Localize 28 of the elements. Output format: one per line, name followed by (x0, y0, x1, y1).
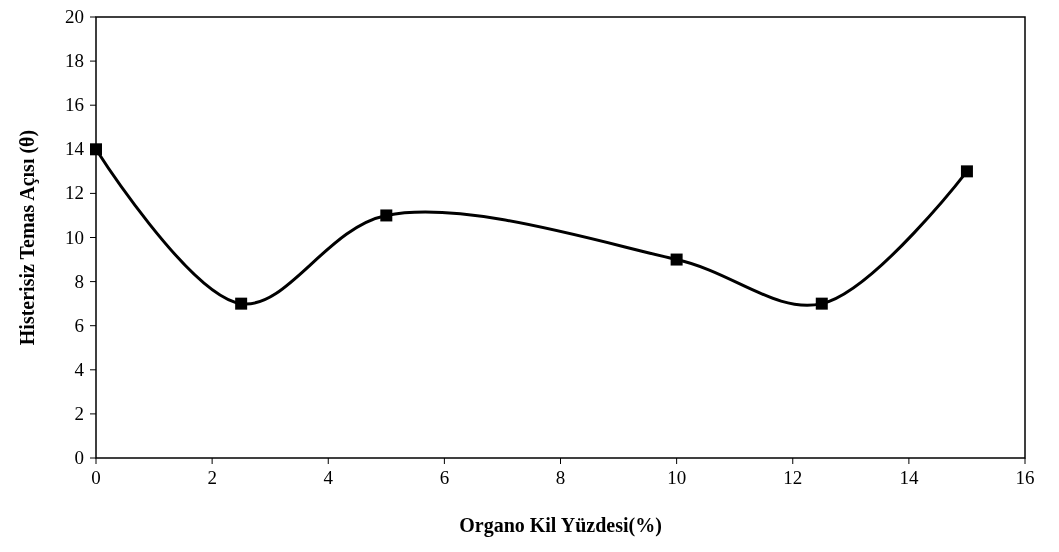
x-axis-title: Organo Kil Yüzdesi(%) (459, 514, 662, 537)
x-tick-label: 6 (439, 467, 450, 488)
y-tick-label: 10 (65, 226, 84, 248)
x-tick-label: 4 (323, 467, 334, 488)
y-tick-label: 12 (65, 182, 84, 204)
point (960, 165, 973, 178)
y-tick-label: 2 (74, 402, 84, 424)
x-tick-label: 16 (1015, 467, 1035, 488)
y-tick-label: 18 (65, 50, 84, 72)
y-tick-label: 16 (65, 94, 84, 116)
point (815, 297, 828, 310)
y-tick-label: 4 (74, 358, 85, 380)
y-tick-label: 6 (74, 314, 84, 336)
x-tick-label: 10 (667, 467, 687, 488)
y-axis-title: Histerisiz Temas Açısı (θ) (16, 129, 39, 346)
y-tick-label: 20 (65, 6, 84, 27)
x-tick-label: 2 (207, 467, 217, 488)
point (235, 297, 248, 310)
y-tick-label: 8 (74, 270, 84, 292)
x-tick-label: 8 (555, 467, 566, 488)
y-tick-label: 0 (74, 447, 84, 468)
y-tick-label: 14 (65, 138, 85, 160)
point (670, 253, 683, 266)
x-tick-label: 14 (899, 467, 919, 488)
point (380, 209, 393, 222)
x-tick-label: 0 (91, 467, 101, 488)
point (90, 143, 102, 156)
x-tick-label: 12 (783, 467, 803, 488)
